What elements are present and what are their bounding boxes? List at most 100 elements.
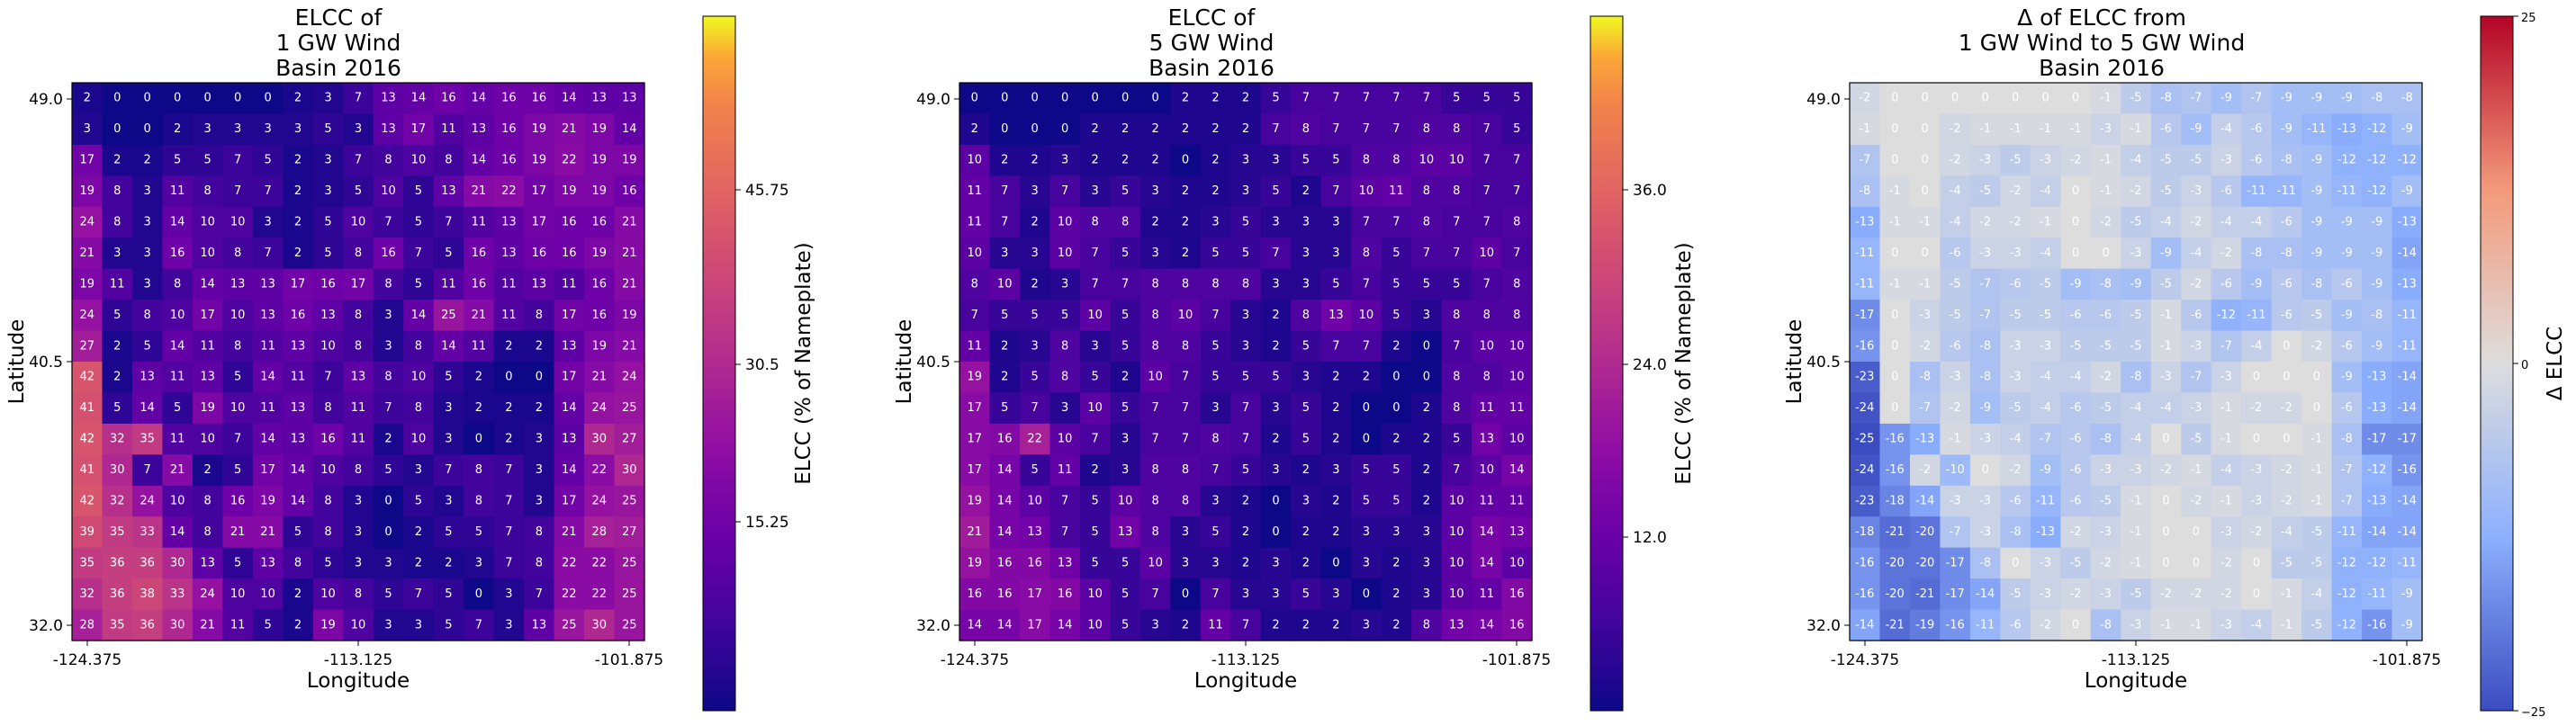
heatmap-cell-value: -2 <box>2281 401 2292 415</box>
panel-1-xtick-label: -113.125 <box>324 651 392 669</box>
heatmap-cell <box>72 392 104 425</box>
heatmap-cell <box>584 485 616 517</box>
heatmap-cell-value: -9 <box>1979 401 1991 415</box>
heatmap-cell-value: -8 <box>1979 556 1991 569</box>
heatmap-cell <box>2000 454 2031 487</box>
heatmap-cell <box>614 238 645 270</box>
heatmap-cell-value: 2 <box>1151 216 1158 229</box>
heatmap-cell <box>2331 238 2363 270</box>
heatmap-cell <box>2211 547 2242 579</box>
heatmap-cell <box>2030 144 2061 176</box>
heatmap-cell <box>1110 485 1141 517</box>
heatmap-cell <box>373 423 404 455</box>
heatmap-cell-value: 0 <box>1981 463 1988 477</box>
heatmap-cell <box>1139 206 1171 238</box>
heatmap-cell-value: -17 <box>1946 587 1965 601</box>
heatmap-cell-value: 5 <box>1121 401 1129 415</box>
heatmap-cell <box>2362 362 2393 394</box>
heatmap-cell-value: 5 <box>1453 92 1460 105</box>
heatmap-cell-value: 10 <box>411 433 427 446</box>
heatmap-cell <box>2000 206 2031 238</box>
heatmap-cell <box>1472 113 1503 146</box>
heatmap-cell-value: 11 <box>562 277 577 291</box>
heatmap-cell-value: 16 <box>592 277 608 291</box>
heatmap-cell-value: -2 <box>2190 587 2202 601</box>
heatmap-cell <box>1501 516 1533 549</box>
heatmap-cell <box>614 392 645 425</box>
heatmap-cell <box>2362 547 2393 579</box>
heatmap-cell-value: -1 <box>2160 339 2172 353</box>
panel-2-colorbar-gradient <box>1590 16 1623 711</box>
heatmap-cell <box>2150 485 2182 517</box>
heatmap-cell <box>989 578 1021 611</box>
heatmap-cell <box>2090 300 2121 332</box>
heatmap-cell-value: 8 <box>1182 339 1189 353</box>
heatmap-cell <box>1260 547 1292 579</box>
heatmap-cell-value: 5 <box>324 216 331 229</box>
heatmap-cell-value: 11 <box>1480 495 1495 508</box>
heatmap-cell-value: 21 <box>79 246 95 260</box>
heatmap-cell-value: 3 <box>324 92 331 105</box>
panel-1-heatmap: 2 0 0 0 0 0 0 2 3 7 13 14 16 14 16 16 14 13 133 0 0 2 3 3 3 3 5 3 13… <box>72 83 645 641</box>
heatmap-cell-value: 5 <box>445 246 452 260</box>
heatmap-cell <box>2090 547 2121 579</box>
heatmap-cell-value: -5 <box>2040 309 2051 322</box>
heatmap-cell <box>2150 362 2182 394</box>
heatmap-cell <box>1019 392 1051 425</box>
heatmap-cell-value: 14 <box>1480 525 1495 539</box>
heatmap-cell-value: 0 <box>1891 339 1898 353</box>
heatmap-cell <box>2301 423 2333 455</box>
heatmap-cell-value: 7 <box>1363 277 1370 291</box>
heatmap-cell-value: -2 <box>1950 122 1961 136</box>
heatmap-cell-value: 2 <box>1182 122 1189 136</box>
heatmap-cell <box>1441 144 1473 176</box>
heatmap-cell <box>2271 423 2302 455</box>
heatmap-cell-value: 3 <box>1272 401 1279 415</box>
heatmap-cell <box>283 609 314 641</box>
heatmap-cell <box>1940 144 1971 176</box>
heatmap-cell <box>1940 238 1971 270</box>
heatmap-cell-value: -3 <box>2100 587 2112 601</box>
heatmap-cell-value: 0 <box>1332 556 1339 569</box>
heatmap-cell-value: 7 <box>1392 122 1400 136</box>
heatmap-cell <box>192 609 223 641</box>
heatmap-cell <box>493 268 525 300</box>
heatmap-cell-value: 8 <box>324 525 331 539</box>
panel-3: Δ of ELCC from 1 GW Wind to 5 GW Wind Ba… <box>1783 4 2567 720</box>
heatmap-cell-value: 17 <box>967 433 982 446</box>
heatmap-cell <box>2030 362 2061 394</box>
heatmap-cell-value: 11 <box>291 371 306 384</box>
panel-2-colorbar-tick: 36.0 <box>1633 182 1667 200</box>
heatmap-cell-value: 3 <box>1302 246 1310 260</box>
heatmap-cell-value: 3 <box>1211 401 1219 415</box>
heatmap-cell-value: 2 <box>1031 154 1039 167</box>
heatmap-cell <box>464 547 495 579</box>
heatmap-cell-value: 3 <box>264 216 271 229</box>
heatmap-cell-value: 21 <box>562 525 577 539</box>
heatmap-cell-value: -3 <box>1950 495 1961 508</box>
heatmap-cell <box>192 144 223 176</box>
heatmap-cell <box>1850 175 1881 208</box>
heatmap-cell-value: 24 <box>622 371 637 384</box>
heatmap-cell <box>2271 516 2302 549</box>
heatmap-cell <box>2391 113 2423 146</box>
heatmap-cell <box>2241 175 2273 208</box>
heatmap-cell-value: 0 <box>1981 92 1988 105</box>
heatmap-cell-value: 10 <box>1087 309 1103 322</box>
heatmap-cell-value: 7 <box>1061 525 1068 539</box>
heatmap-cell <box>1019 268 1051 300</box>
heatmap-cell <box>252 268 284 300</box>
heatmap-cell-value: -7 <box>1979 309 1991 322</box>
heatmap-cell <box>1139 113 1171 146</box>
heatmap-cell <box>2271 113 2302 146</box>
heatmap-cell-value: -11 <box>2337 184 2356 198</box>
heatmap-cell-value: 7 <box>1061 495 1068 508</box>
heatmap-cell <box>2060 238 2092 270</box>
heatmap-cell-value: 8 <box>971 277 978 291</box>
heatmap-cell <box>1351 392 1383 425</box>
heatmap-cell <box>2150 206 2182 238</box>
heatmap-cell <box>464 609 495 641</box>
heatmap-cell-value: 2 <box>1001 371 1008 384</box>
heatmap-cell-value: 0 <box>234 92 241 105</box>
heatmap-cell <box>1019 485 1051 517</box>
